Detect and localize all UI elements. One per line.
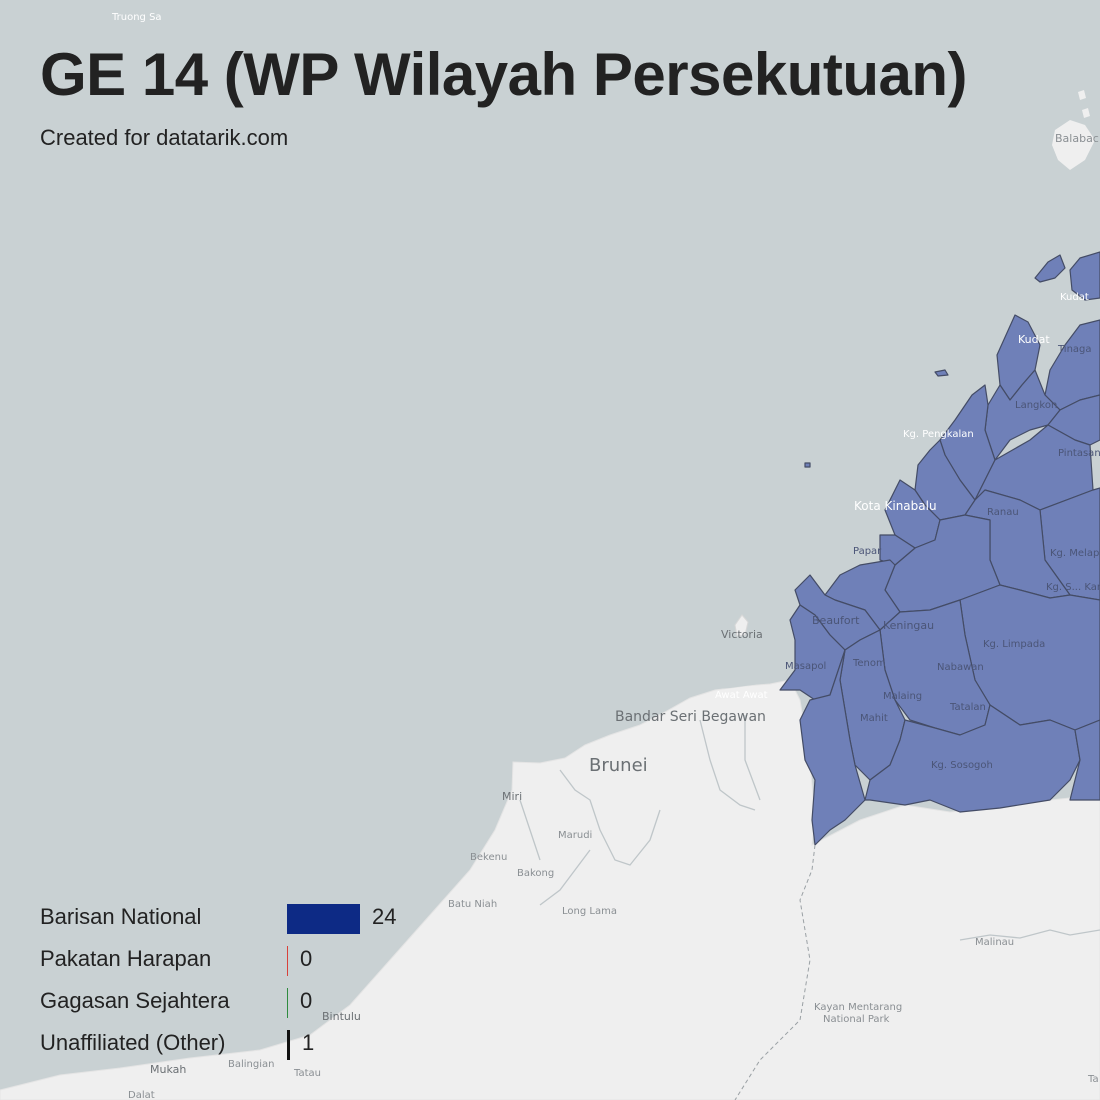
label-bekenu: Bekenu [470, 852, 507, 863]
label-bandar-seri-begawan: Bandar Seri Begawan [615, 709, 766, 725]
label-kg-melapi: Kg. Melapi [1050, 548, 1100, 559]
label-marudi: Marudi [558, 830, 592, 841]
legend-value: 24 [372, 904, 397, 929]
legend-value: 0 [300, 946, 313, 971]
label-malaing: Malaing [883, 691, 922, 702]
legend-bar [287, 904, 360, 934]
label-papar: Papar [853, 546, 882, 557]
label-tatau: Tatau [293, 1068, 321, 1079]
map-subtitle: Created for datatarik.com [40, 125, 289, 150]
label-tinaga: Tinaga [1057, 344, 1092, 355]
legend-bar [287, 988, 288, 1018]
label-bintulu: Bintulu [322, 1010, 361, 1023]
label-keningau: Keningau [883, 619, 934, 632]
label-kota-kinabalu: Kota Kinabalu [854, 499, 937, 513]
label-long-lama: Long Lama [562, 906, 617, 917]
label-bakong: Bakong [517, 868, 554, 879]
district-shape[interactable] [864, 704, 1081, 813]
map-labels: Truong Sa Balabac Kudat Kudat Tinaga Lan… [111, 12, 1100, 1100]
legend-row-barisan-national: Barisan National 24 [40, 900, 460, 942]
district-shape[interactable] [804, 462, 811, 468]
legend-row-gagasan-sejahtera: Gagasan Sejahtera 0 [40, 984, 460, 1026]
legend-bar [287, 1030, 290, 1060]
label-awat-awat: Awat Awat [715, 690, 768, 701]
label-kg-pengkalan: Kg. Pengkalan [903, 429, 974, 440]
label-miri: Miri [502, 790, 522, 803]
label-balingian: Balingian [228, 1059, 274, 1070]
labuan-island [734, 614, 749, 637]
brunei-bay [700, 670, 772, 690]
label-pitas: Pintasan [1058, 448, 1100, 459]
legend-label: Gagasan Sejahtera [40, 988, 230, 1013]
label-brunei: Brunei [589, 755, 648, 776]
label-dalat: Dalat [128, 1090, 155, 1100]
district-shape[interactable] [1069, 251, 1100, 301]
label-langkon: Langkon [1015, 400, 1057, 411]
borneo-land [0, 679, 1100, 1100]
label-kg-sosogoh: Kg. Sosogoh [931, 760, 993, 771]
legend: Barisan National 24 Pakatan Harapan 0 Ga… [40, 900, 460, 1068]
legend-value: 0 [300, 988, 313, 1013]
label-tatalan: Tatalan [949, 702, 986, 713]
label-kudat-island: Kudat [1060, 292, 1089, 303]
district-shape[interactable] [1034, 254, 1066, 283]
label-national-park: National Park [823, 1014, 890, 1025]
islet [1082, 108, 1090, 118]
label-truong-sa: Truong Sa [111, 12, 162, 23]
label-kg-limpada: Kg. Limpada [983, 639, 1045, 650]
balabac-island [1052, 120, 1095, 170]
label-malinau: Malinau [975, 937, 1014, 948]
sabah-districts [779, 251, 1100, 846]
legend-row-unaffiliated: Unaffiliated (Other) 1 [40, 1026, 460, 1068]
label-victoria: Victoria [721, 628, 763, 641]
district-shape[interactable] [1069, 719, 1100, 801]
label-tenom: Tenom [852, 658, 886, 669]
legend-bar [287, 946, 288, 976]
label-beaufort: Beaufort [812, 614, 860, 627]
label-balabac: Balabac [1055, 132, 1099, 145]
map-title: GE 14 (WP Wilayah Persekutuan) [40, 41, 967, 108]
district-shape[interactable] [934, 369, 949, 377]
legend-label: Unaffiliated (Other) [40, 1030, 226, 1055]
label-masapol: Masapol [785, 661, 826, 672]
islet [1078, 90, 1086, 100]
label-mahit: Mahit [860, 713, 888, 724]
label-karamuak: Kg. S... Karamuak [1046, 582, 1100, 593]
label-nabawan: Nabawan [937, 662, 984, 673]
label-kudat: Kudat [1018, 333, 1050, 346]
district-shape[interactable] [879, 534, 916, 566]
label-kayan-mentarang: Kayan Mentarang [814, 1002, 902, 1013]
legend-value: 1 [302, 1030, 315, 1055]
rivers [519, 715, 1100, 941]
label-mukah: Mukah [150, 1063, 186, 1076]
legend-label: Pakatan Harapan [40, 946, 212, 971]
legend-label: Barisan National [40, 904, 202, 929]
legend-row-pakatan-harapan: Pakatan Harapan 0 [40, 942, 460, 984]
label-ranau: Ranau [987, 507, 1019, 518]
label-batu-niah: Batu Niah [448, 899, 497, 910]
label-ta: Ta [1087, 1074, 1099, 1085]
